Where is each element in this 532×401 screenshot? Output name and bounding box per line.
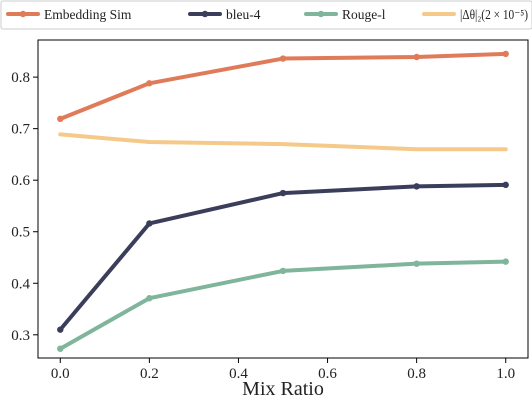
data-point <box>279 189 287 197</box>
series-layer <box>57 50 509 352</box>
x-tick-label: 0.0 <box>51 366 70 382</box>
series-line <box>58 51 508 121</box>
series-line <box>58 182 508 332</box>
x-tick-label: 0.4 <box>229 366 248 382</box>
data-point <box>502 181 509 189</box>
legend-marker <box>19 10 27 18</box>
legend: Embedding Sim bleu-4 Rouge-l |Δθ|₂(2 × 10⁻⁵… <box>0 0 532 30</box>
x-axis: 0.0 0.2 0.4 0.6 0.8 1.0 <box>51 358 515 382</box>
legend-label: |Δθ|₂(2 × 10⁻⁵) <box>460 7 528 22</box>
legend-box <box>0 0 532 30</box>
y-tick-label: 0.5 <box>11 225 30 241</box>
data-point <box>146 295 153 302</box>
data-point <box>146 80 153 87</box>
y-axis: 0.3 0.4 0.5 0.6 0.7 0.8 <box>11 70 38 344</box>
data-point <box>413 260 420 267</box>
x-tick-label: 0.6 <box>318 366 337 382</box>
y-tick-label: 0.6 <box>11 173 30 189</box>
data-point <box>57 115 64 123</box>
data-point <box>279 55 287 62</box>
data-point <box>279 267 287 275</box>
series-line <box>58 132 508 152</box>
data-point <box>413 53 420 61</box>
y-tick-label: 0.7 <box>11 122 30 138</box>
plot-frame <box>37 39 529 359</box>
series-line <box>58 259 508 351</box>
data-point <box>57 345 64 352</box>
legend-label: Rouge-l <box>342 7 386 22</box>
x-axis-label: Mix Ratio <box>242 378 324 400</box>
data-point <box>413 183 420 190</box>
legend-label: bleu-4 <box>226 7 261 22</box>
y-tick-label: 0.4 <box>11 276 30 292</box>
data-point <box>502 50 509 58</box>
x-tick-label: 0.2 <box>140 366 159 382</box>
x-tick-label: 0.8 <box>407 366 426 382</box>
y-tick-label: 0.8 <box>11 70 30 86</box>
legend-label: Embedding Sim <box>44 7 132 22</box>
x-tick-label: 1.0 <box>496 366 515 382</box>
data-point <box>57 326 64 333</box>
data-point <box>502 258 509 265</box>
y-tick-label: 0.3 <box>11 328 30 344</box>
data-point <box>146 220 153 227</box>
legend-marker <box>201 10 209 18</box>
legend-marker <box>317 10 325 18</box>
